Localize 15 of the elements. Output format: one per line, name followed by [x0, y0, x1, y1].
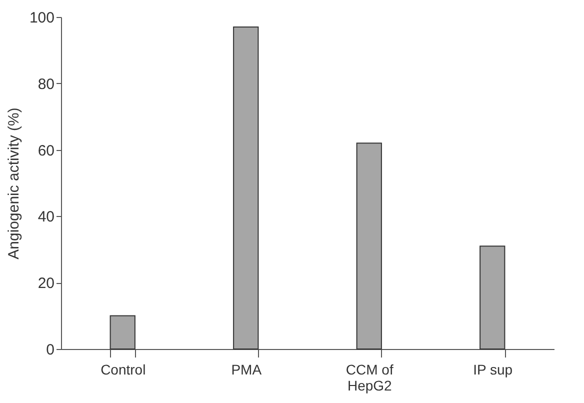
bar: [356, 142, 382, 350]
y-tick-label: 80: [38, 76, 54, 93]
x-tick-label: IP sup: [473, 362, 513, 378]
bar: [480, 246, 506, 350]
y-tick-label: 100: [29, 10, 54, 26]
bar: [110, 315, 136, 350]
bar: [233, 26, 259, 350]
y-tick-label: 40: [38, 208, 54, 226]
y-tick-label: 20: [38, 275, 54, 292]
y-tick-label: 60: [38, 142, 54, 160]
y-axis-title: Angiogenic activity (%): [5, 108, 22, 260]
y-tick-label: 0: [46, 342, 54, 358]
x-tick-label: PMA: [231, 362, 262, 378]
x-tick-label: CCM of HepG2: [346, 362, 394, 394]
x-tick-label: Control: [100, 362, 146, 378]
